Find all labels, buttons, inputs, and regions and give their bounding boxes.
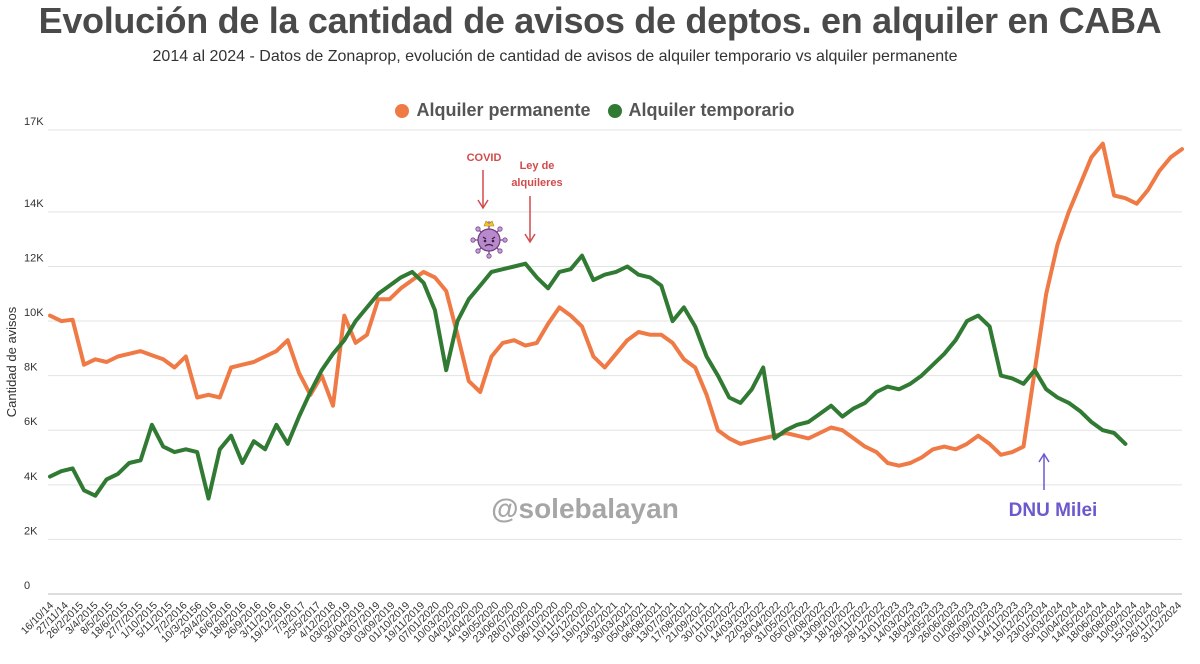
arrow-down-icon: [477, 170, 489, 210]
legend-label-temporario: Alquiler temporario: [628, 100, 795, 120]
y-axis-ticks: 0 2K 4K 6K 8K 10K 12K 14K 17K: [24, 116, 44, 592]
y-tick-label: 0: [24, 580, 30, 592]
y-tick-label: 4K: [24, 471, 38, 483]
gridlines: [48, 129, 1182, 595]
annotation-covid: COVID: [467, 152, 502, 164]
y-tick-label: 14K: [24, 198, 44, 210]
legend-label-permanente: Alquiler permanente: [416, 100, 591, 120]
y-tick-label: 10K: [24, 307, 44, 319]
y-tick-label: 17K: [24, 116, 44, 128]
legend-item-permanente: Alquiler permanente: [395, 100, 591, 121]
legend-item-temporario: Alquiler temporario: [607, 100, 795, 121]
series-line-temporario: [48, 253, 1128, 501]
y-tick-label: 8K: [24, 362, 38, 374]
legend: Alquiler permanente Alquiler temporario: [0, 100, 1190, 123]
chart-subtitle: 2014 al 2024 - Datos de Zonaprop, evoluc…: [152, 48, 958, 65]
annotation-ley-line2: alquileres: [511, 177, 562, 189]
legend-dot-permanente: [395, 103, 410, 118]
arrow-down-icon: [524, 196, 536, 244]
y-tick-label: 12K: [24, 252, 44, 264]
annotation-dnu: DNU Milei: [1009, 500, 1098, 521]
watermark: @solebalayan: [491, 493, 679, 524]
x-axis-ticks: 16/10/1427/11/1426/2/20153/4/20158/5/201…: [19, 600, 1184, 646]
chart-title: Evolución de la cantidad de avisos de de…: [38, 0, 1162, 41]
y-tick-label: 2K: [24, 525, 38, 537]
y-tick-label: 6K: [24, 416, 38, 428]
arrow-up-icon: [1038, 452, 1050, 490]
y-axis-label: Cantidad de avisos: [4, 306, 19, 417]
legend-dot-temporario: [607, 103, 622, 118]
virus-icon: [470, 220, 508, 259]
series-lines: [48, 141, 1184, 501]
annotation-ley-line1: Ley de: [520, 160, 555, 172]
series-line-permanente: [48, 141, 1184, 468]
